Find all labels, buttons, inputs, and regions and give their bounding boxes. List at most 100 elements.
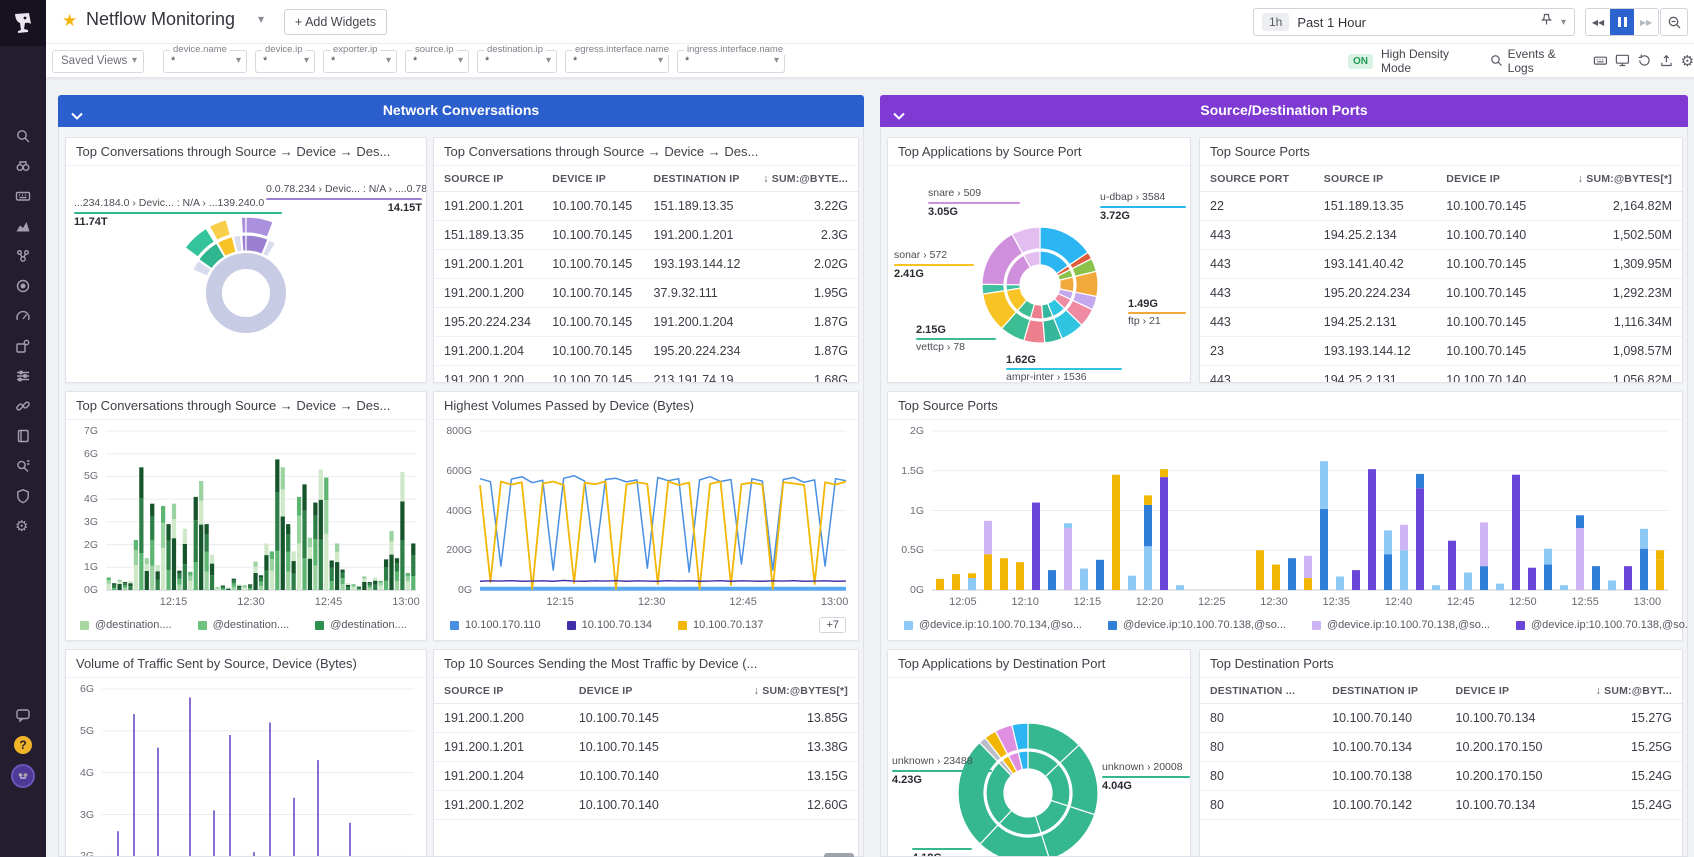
- favorite-star-icon[interactable]: ★: [62, 11, 78, 30]
- log-explorer-icon[interactable]: [15, 458, 31, 474]
- table-row[interactable]: 443 195.20.224.234 10.100.70.145 1,292.23M: [1200, 278, 1682, 308]
- saved-views-dropdown[interactable]: Saved Views ▾: [52, 50, 144, 73]
- table-row[interactable]: 80 10.100.70.140 10.100.70.134 15.27G: [1200, 703, 1682, 733]
- table-row[interactable]: 151.189.13.35 10.100.70.145 191.200.1.201 2…: [434, 220, 858, 250]
- table-row[interactable]: 80 10.100.70.138 10.200.170.150 15.24G: [1200, 761, 1682, 791]
- column-header[interactable]: DEVICE IP: [568, 679, 704, 704]
- filter-exporter-ip[interactable]: exporter.ip * ▾: [323, 44, 397, 73]
- datadog-logo[interactable]: [0, 0, 46, 46]
- table-row[interactable]: 191.200.1.202 10.100.70.140 12.60G: [434, 790, 858, 820]
- widget-title[interactable]: Top Conversations through Source → Devic…: [66, 392, 426, 420]
- column-header[interactable]: DEVICE IP: [542, 167, 644, 192]
- keyboard-icon[interactable]: [1593, 53, 1608, 69]
- legend-item[interactable]: 10.100.70.137: [678, 619, 763, 631]
- column-header[interactable]: DEVICE IP: [1436, 167, 1551, 192]
- synthetics-icon[interactable]: [15, 398, 31, 414]
- legend-item[interactable]: 10.100.170.110: [450, 619, 541, 631]
- widget-title[interactable]: Highest Volumes Passed by Device (Bytes): [434, 392, 858, 420]
- table-row[interactable]: 191.200.1.204 10.100.70.140 13.15G: [434, 761, 858, 791]
- widget-title[interactable]: Top 10 Sources Sending the Most Traffic …: [434, 650, 858, 678]
- settings-icon[interactable]: ⚙: [15, 518, 29, 535]
- column-header[interactable]: SOURCE IP: [1313, 167, 1437, 192]
- legend-item[interactable]: @destination....: [315, 619, 407, 631]
- table-row[interactable]: 443 194.25.2.134 10.100.70.140 1,502.50M: [1200, 220, 1682, 250]
- filter-source-ip[interactable]: source.ip * ▾: [405, 44, 469, 73]
- add-widgets-button[interactable]: + Add Widgets: [284, 9, 387, 35]
- table-row[interactable]: 443 194.25.2.131 10.100.70.145 1,116.34M: [1200, 307, 1682, 337]
- mascot-icon[interactable]: [11, 764, 35, 788]
- legend-item[interactable]: @device.ip:10.100.70.134,@so...: [904, 619, 1082, 631]
- widget-title[interactable]: Top Conversations through Source → Devic…: [66, 138, 426, 166]
- time-forward-button[interactable]: ▶▶: [1634, 9, 1658, 35]
- legend-item[interactable]: @device.ip:10.100.70.138,@so...: [1312, 619, 1490, 631]
- widget-title[interactable]: Top Conversations through Source → Devic…: [434, 138, 858, 166]
- gauge-icon[interactable]: [15, 308, 31, 324]
- zoom-out-button[interactable]: [1660, 8, 1688, 36]
- dashboards-icon[interactable]: [15, 188, 31, 204]
- filter-ingress-interface[interactable]: ingress.interface.name * ▾: [677, 44, 787, 73]
- pipelines-icon[interactable]: [15, 368, 31, 384]
- tv-mode-icon[interactable]: [1615, 53, 1630, 69]
- history-icon[interactable]: [1637, 53, 1652, 69]
- table-row[interactable]: 443 194.25.2.131 10.100.70.140 1,056.82M: [1200, 365, 1682, 382]
- help-icon[interactable]: ?: [14, 736, 32, 754]
- pin-icon[interactable]: [1540, 13, 1553, 31]
- feedback-icon[interactable]: [15, 707, 31, 723]
- column-header[interactable]: SOURCE IP: [434, 167, 543, 192]
- legend-overflow-button[interactable]: +7: [819, 617, 846, 633]
- table-row[interactable]: 191.200.1.200 10.100.70.145 213.191.74.19 1…: [434, 365, 858, 382]
- time-range-picker[interactable]: 1h Past 1 Hour ▾: [1253, 8, 1575, 36]
- group-header[interactable]: Network Conversations: [58, 95, 864, 127]
- widget-title[interactable]: Top Applications by Destination Port: [888, 650, 1190, 678]
- search-icon[interactable]: [1489, 53, 1504, 69]
- legend-item[interactable]: @destination....: [197, 619, 289, 631]
- legend-item[interactable]: @device.ip:10.100.70.138,@so...: [1516, 619, 1687, 631]
- pause-button[interactable]: [1610, 9, 1634, 35]
- gear-icon[interactable]: ⚙: [1680, 53, 1694, 70]
- table-row[interactable]: 191.200.1.201 10.100.70.145 13.38G: [434, 732, 858, 762]
- column-header[interactable]: ↓ SUM:@BYTE...: [751, 167, 858, 192]
- notebooks-icon[interactable]: [15, 428, 31, 444]
- metrics-icon[interactable]: [15, 218, 31, 234]
- column-header[interactable]: ↓ SUM:@BYTES[*]: [1550, 167, 1682, 192]
- table-row[interactable]: 191.200.1.200 10.100.70.145 37.9.32.111 1.9…: [434, 278, 858, 308]
- filter-device-name[interactable]: device.name * ▾: [163, 44, 247, 73]
- column-header[interactable]: DESTINATION IP: [1322, 679, 1446, 704]
- column-header[interactable]: ↓ SUM:@BYT...: [1569, 679, 1682, 704]
- events-logs-link[interactable]: Events & Logs: [1507, 47, 1556, 75]
- collapse-chevron-icon[interactable]: [71, 107, 83, 125]
- share-icon[interactable]: [1659, 53, 1674, 69]
- filter-egress-interface[interactable]: egress.interface.name * ▾: [565, 44, 672, 73]
- table-row[interactable]: 191.200.1.201 10.100.70.145 193.193.144.12…: [434, 249, 858, 279]
- column-header[interactable]: ↓ SUM:@BYTES[*]: [703, 679, 858, 704]
- widget-title[interactable]: Top Source Ports: [888, 392, 1682, 420]
- table-row[interactable]: 191.200.1.200 10.100.70.145 13.85G: [434, 703, 858, 733]
- time-chevron-down-icon[interactable]: ▾: [1560, 16, 1566, 28]
- search-icon[interactable]: [15, 128, 31, 144]
- widget-title[interactable]: Top Source Ports: [1200, 138, 1682, 166]
- watchdog-icon[interactable]: [15, 158, 31, 174]
- table-row[interactable]: 23 193.193.144.12 10.100.70.145 1,098.57M: [1200, 336, 1682, 366]
- collapse-chevron-icon[interactable]: [893, 107, 905, 125]
- table-row[interactable]: 191.200.1.204 10.100.70.145 195.20.224.234…: [434, 336, 858, 366]
- filter-device-ip[interactable]: device.ip * ▾: [255, 44, 315, 73]
- filter-destination-ip[interactable]: destination.ip * ▾: [477, 44, 557, 73]
- column-header[interactable]: SOURCE PORT: [1200, 167, 1314, 192]
- apm-icon[interactable]: [15, 278, 31, 294]
- table-row[interactable]: 443 193.141.40.42 10.100.70.145 1,309.95M: [1200, 249, 1682, 279]
- density-toggle[interactable]: ON: [1348, 53, 1373, 69]
- table-row[interactable]: 195.20.224.234 10.100.70.145 191.200.1.204…: [434, 307, 858, 337]
- group-header[interactable]: Source/Destination Ports: [880, 95, 1688, 127]
- column-header[interactable]: SOURCE IP: [434, 679, 569, 704]
- table-row[interactable]: 22 151.189.13.35 10.100.70.145 2,164.82M: [1200, 191, 1682, 221]
- time-back-button[interactable]: ◀◀: [1586, 9, 1610, 35]
- expand-table-button[interactable]: [824, 853, 854, 857]
- column-header[interactable]: DESTINATION ...: [1200, 679, 1323, 704]
- title-chevron-down-icon[interactable]: ▾: [258, 12, 265, 26]
- table-row[interactable]: 80 10.100.70.134 10.200.170.150 15.25G: [1200, 732, 1682, 762]
- infrastructure-icon[interactable]: [15, 248, 31, 264]
- legend-item[interactable]: @device.ip:10.100.70.138,@so...: [1108, 619, 1286, 631]
- widget-title[interactable]: Top Applications by Source Port: [888, 138, 1190, 166]
- widget-title[interactable]: Volume of Traffic Sent by Source, Device…: [66, 650, 426, 678]
- widget-title[interactable]: Top Destination Ports: [1200, 650, 1682, 678]
